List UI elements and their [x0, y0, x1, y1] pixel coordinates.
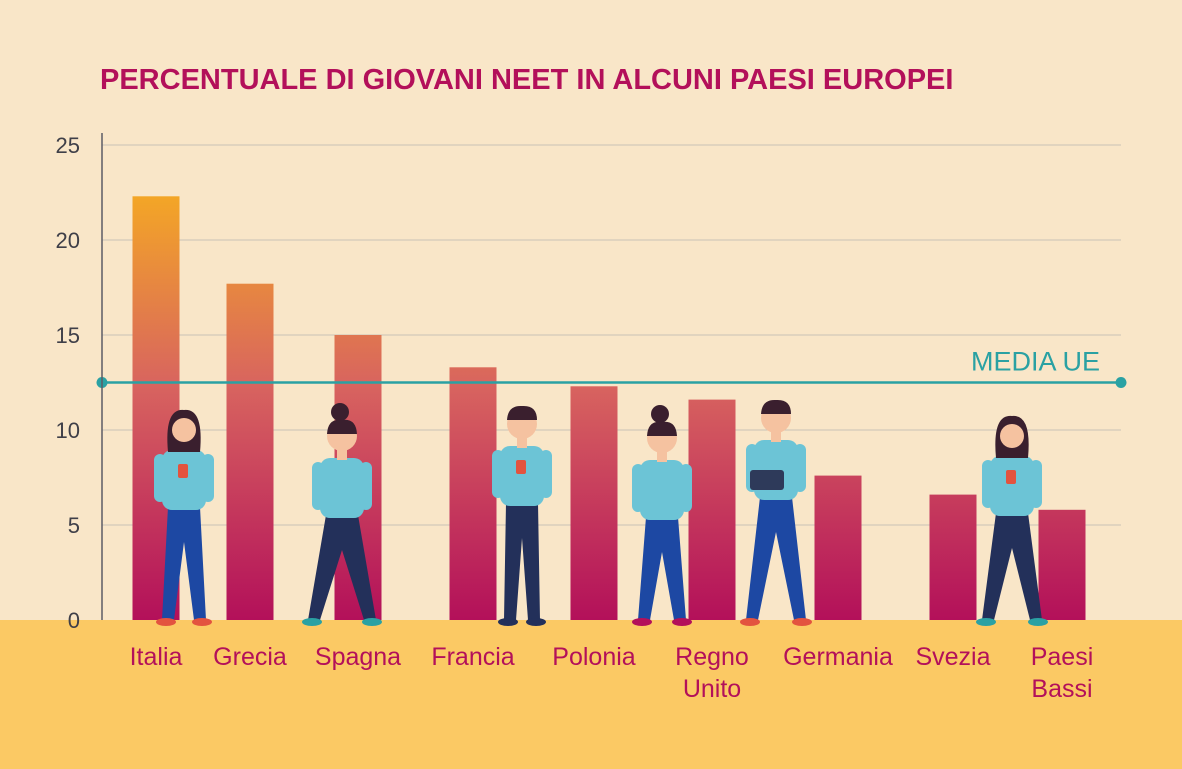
bars	[132, 196, 1086, 621]
x-category-label: Polonia	[552, 643, 635, 671]
x-category-label: Svezia	[915, 643, 990, 671]
person-figure-icon	[492, 405, 552, 626]
bar	[929, 494, 977, 620]
y-axis: 0 5 10 15 20 25	[56, 133, 103, 633]
person-figure-icon	[302, 403, 382, 626]
y-tick-label: 5	[68, 513, 80, 538]
category-labels: Italia Grecia Spagna Francia Polonia Regno Uni…	[130, 643, 1094, 703]
y-tick-label: 10	[56, 418, 80, 443]
x-category-label: Francia	[431, 643, 514, 671]
average-line-label: MEDIA UE	[971, 347, 1100, 377]
bar	[814, 475, 862, 620]
bar	[570, 386, 618, 620]
x-category-label: Regno Unito	[675, 643, 749, 703]
x-category-label: Germania	[783, 643, 893, 671]
bar	[688, 399, 736, 620]
person-figure-icon	[154, 409, 214, 626]
bar	[226, 283, 274, 620]
average-line-endpoint	[1115, 377, 1127, 388]
person-figure-icon	[632, 405, 692, 626]
bar	[1038, 509, 1086, 620]
bar	[449, 367, 497, 620]
x-category-label: Paesi Bassi	[1031, 643, 1094, 703]
y-tick-label: 20	[56, 228, 80, 253]
x-category-label: Grecia	[213, 643, 287, 671]
person-figure-icon	[976, 415, 1048, 626]
y-tick-label: 15	[56, 323, 80, 348]
ground-band	[0, 620, 1182, 769]
x-category-label: Spagna	[315, 643, 401, 671]
person-figures	[154, 399, 1048, 626]
y-tick-label: 0	[68, 608, 80, 633]
average-line-group: MEDIA UE	[96, 347, 1127, 388]
y-tick-label: 25	[56, 133, 80, 158]
x-category-label: Italia	[130, 643, 183, 671]
person-figure-icon	[740, 399, 812, 626]
chart-title: PERCENTUALE DI GIOVANI NEET IN ALCUNI PA…	[100, 64, 953, 96]
